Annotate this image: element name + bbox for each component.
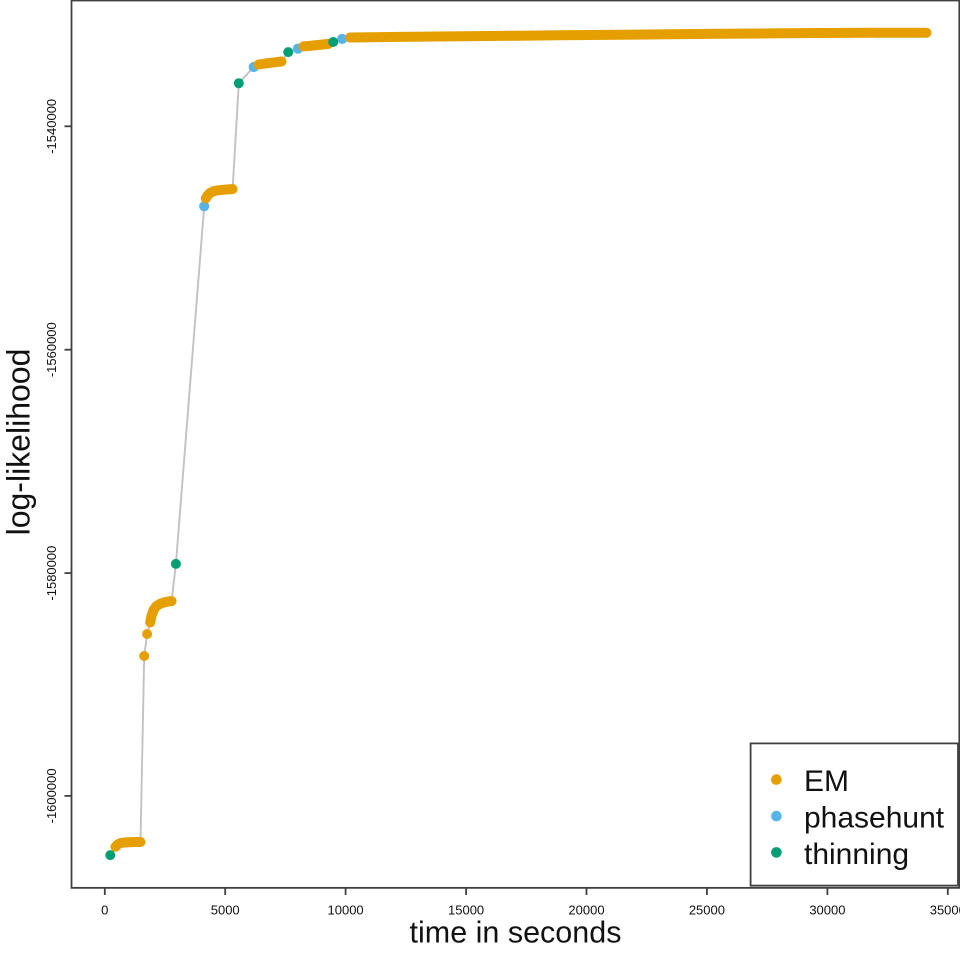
svg-text:-1600000: -1600000: [44, 768, 59, 823]
svg-text:log-likelihood: log-likelihood: [1, 349, 37, 536]
svg-text:10000: 10000: [328, 903, 364, 918]
svg-text:25000: 25000: [689, 903, 725, 918]
svg-text:35000: 35000: [930, 903, 960, 918]
svg-text:-1560000: -1560000: [44, 322, 59, 377]
svg-text:EM: EM: [804, 765, 849, 798]
svg-text:-1540000: -1540000: [44, 99, 59, 154]
svg-text:phasehunt: phasehunt: [804, 801, 945, 834]
svg-text:30000: 30000: [809, 903, 845, 918]
svg-text:15000: 15000: [448, 903, 484, 918]
svg-text:-1580000: -1580000: [44, 546, 59, 601]
svg-text:0: 0: [101, 903, 108, 918]
svg-text:time in seconds: time in seconds: [410, 916, 622, 950]
svg-text:thinning: thinning: [804, 838, 909, 871]
svg-text:20000: 20000: [568, 903, 604, 918]
svg-text:5000: 5000: [211, 903, 240, 918]
